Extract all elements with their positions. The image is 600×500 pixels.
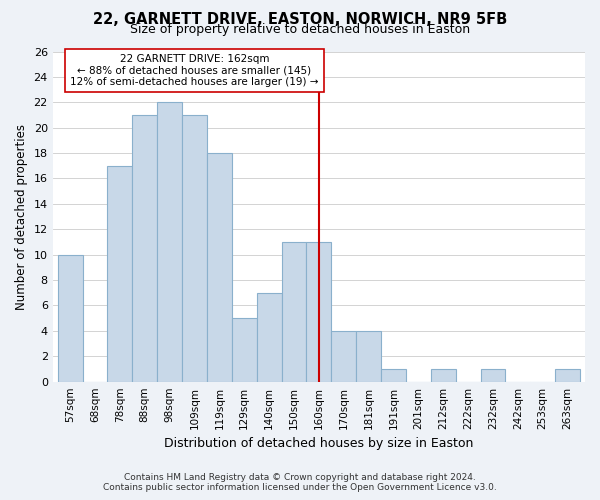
Bar (232, 318, 257, 382)
Text: Size of property relative to detached houses in Easton: Size of property relative to detached ho… (130, 24, 470, 36)
Bar (431, 369, 455, 382)
Bar (481, 369, 505, 382)
Text: Contains HM Land Registry data © Crown copyright and database right 2024.
Contai: Contains HM Land Registry data © Crown c… (103, 473, 497, 492)
Bar (132, 115, 157, 382)
Bar (331, 331, 356, 382)
Bar (356, 331, 381, 382)
Bar (58, 254, 83, 382)
X-axis label: Distribution of detached houses by size in Easton: Distribution of detached houses by size … (164, 437, 473, 450)
Text: 22 GARNETT DRIVE: 162sqm
← 88% of detached houses are smaller (145)
12% of semi-: 22 GARNETT DRIVE: 162sqm ← 88% of detach… (70, 54, 319, 87)
Bar (182, 115, 207, 382)
Text: 22, GARNETT DRIVE, EASTON, NORWICH, NR9 5FB: 22, GARNETT DRIVE, EASTON, NORWICH, NR9 … (93, 12, 507, 26)
Bar (381, 369, 406, 382)
Bar (107, 166, 132, 382)
Bar (207, 153, 232, 382)
Bar (157, 102, 182, 382)
Bar (307, 242, 331, 382)
Bar (257, 293, 281, 382)
Bar (281, 242, 307, 382)
Y-axis label: Number of detached properties: Number of detached properties (15, 124, 28, 310)
Bar (555, 369, 580, 382)
